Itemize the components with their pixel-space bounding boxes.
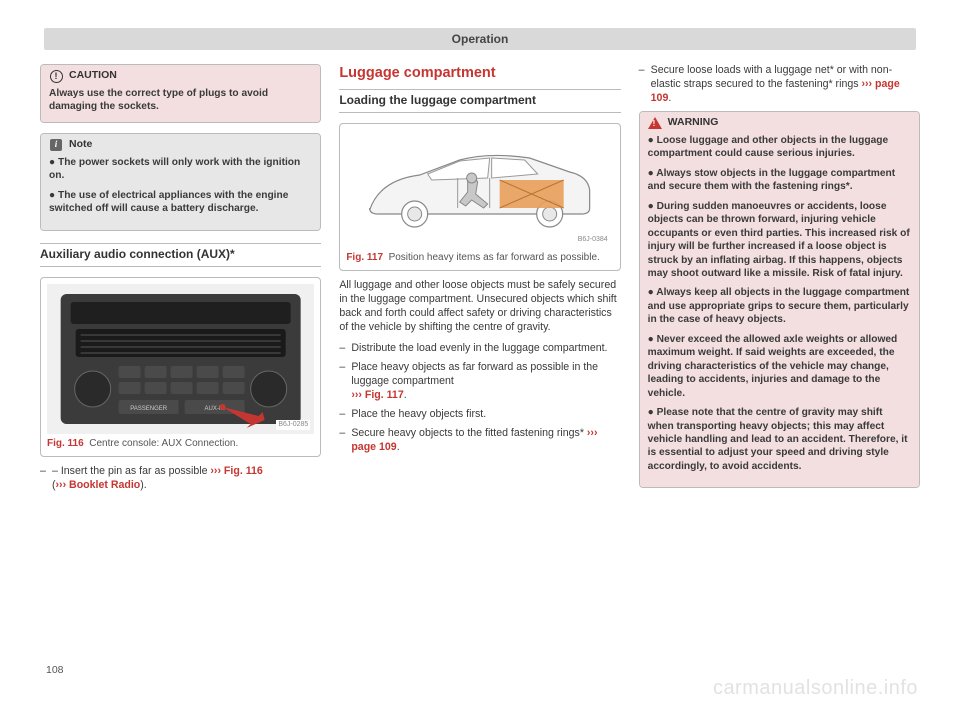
- figure-number: Fig. 116: [47, 438, 84, 449]
- figure-caption-text: Position heavy items as far forward as p…: [389, 252, 600, 263]
- svg-text:PASSENGER: PASSENGER: [130, 406, 168, 412]
- fig-link: ››› Fig. 117: [351, 389, 403, 401]
- warning-label: WARNING: [668, 116, 719, 130]
- dash: –: [639, 64, 651, 106]
- dash: –: [40, 465, 52, 493]
- header-title: Operation: [452, 32, 509, 46]
- aux-section-title: Auxiliary audio connection (AUX)*: [40, 243, 321, 267]
- note-header: i Note: [41, 134, 320, 156]
- info-icon: i: [49, 138, 63, 152]
- dash: –: [339, 361, 351, 403]
- text: ).: [140, 479, 146, 491]
- caution-box: ! CAUTION Always use the correct type of…: [40, 64, 321, 123]
- list-item: – Distribute the load evenly in the lugg…: [339, 342, 620, 356]
- column-3: – Secure loose loads with a luggage net*…: [639, 64, 920, 498]
- content-columns: ! CAUTION Always use the correct type of…: [40, 64, 920, 498]
- caution-icon: !: [49, 69, 63, 83]
- watermark: carmanualsonline.info: [713, 677, 918, 700]
- text: – Insert the pin as far as possible: [52, 465, 210, 477]
- caution-header: ! CAUTION: [41, 65, 320, 87]
- warning-body: ● Loose luggage and other objects in the…: [640, 134, 919, 487]
- warning-item: ● Please note that the centre of gravity…: [648, 406, 911, 473]
- column-1: ! CAUTION Always use the correct type of…: [40, 64, 321, 498]
- list-item: – Secure loose loads with a luggage net*…: [639, 64, 920, 106]
- note-item-text: The power sockets will only work with th…: [49, 157, 300, 181]
- text: .: [397, 441, 400, 453]
- dash: –: [339, 408, 351, 422]
- text: Secure heavy objects to the fitted faste…: [351, 427, 587, 439]
- warning-item: ● Loose luggage and other objects in the…: [648, 134, 911, 161]
- radio-illustration: PASSENGER AUX-IN: [47, 284, 314, 434]
- list-item: – Place heavy objects as far forward as …: [339, 361, 620, 403]
- list-text: Secure loose loads with a luggage net* o…: [651, 64, 920, 106]
- figure-116-image: PASSENGER AUX-IN B6J-0285: [47, 284, 314, 434]
- text: .: [668, 92, 671, 104]
- text: Place heavy objects as far forward as po…: [351, 361, 598, 387]
- fig-link: ››› Fig. 116: [210, 465, 262, 477]
- warning-item: ● During sudden manoeuvres or accidents,…: [648, 200, 911, 281]
- warning-item: ● Always stow objects in the luggage com…: [648, 167, 911, 194]
- figure-116-tag: B6J-0285: [276, 420, 310, 429]
- list-text: Secure heavy objects to the fitted faste…: [351, 427, 620, 455]
- column-2: Luggage compartment Loading the luggage …: [339, 64, 620, 498]
- warning-icon: [648, 116, 662, 130]
- warning-item-text: Please note that the centre of gravity m…: [648, 407, 908, 472]
- warning-item: ● Always keep all objects in the luggage…: [648, 286, 911, 326]
- figure-caption-text: Centre console: AUX Connection.: [89, 438, 238, 449]
- note-label: Note: [69, 138, 92, 152]
- list-item: – Place the heavy objects first.: [339, 408, 620, 422]
- list-text: – Insert the pin as far as possible ››› …: [52, 465, 321, 493]
- luggage-title: Luggage compartment: [339, 64, 620, 83]
- figure-number: Fig. 117: [346, 252, 383, 263]
- paragraph: All luggage and other loose objects must…: [339, 279, 620, 335]
- warning-item-text: Never exceed the allowed axle weights or…: [648, 334, 898, 399]
- booklet-link: ››› Booklet Radio: [56, 479, 141, 491]
- warning-header: WARNING: [640, 112, 919, 134]
- text: Secure loose loads with a luggage net* o…: [651, 64, 892, 90]
- figure-117-tag: B6J-0384: [576, 235, 610, 244]
- loading-subtitle: Loading the luggage compartment: [339, 89, 620, 113]
- text: .: [404, 389, 407, 401]
- dash: –: [339, 342, 351, 356]
- figure-117: B6J-0384 Fig. 117 Position heavy items a…: [339, 123, 620, 272]
- page: Operation ! CAUTION Always use the corre…: [0, 0, 960, 708]
- page-number: 108: [46, 664, 64, 676]
- list-item: – – Insert the pin as far as possible ››…: [40, 465, 321, 493]
- car-illustration: [346, 130, 613, 248]
- note-item-text: The use of electrical appliances with th…: [49, 190, 288, 214]
- figure-117-caption: Fig. 117 Position heavy items as far for…: [346, 248, 613, 265]
- note-item: ● The use of electrical appliances with …: [49, 189, 312, 216]
- note-item: ● The power sockets will only work with …: [49, 156, 312, 183]
- page-header: Operation: [44, 28, 916, 50]
- list-text: Place the heavy objects first.: [351, 408, 620, 422]
- caution-label: CAUTION: [69, 69, 117, 83]
- list-text: Place heavy objects as far forward as po…: [351, 361, 620, 403]
- figure-116: PASSENGER AUX-IN B6J-0285 Fig. 116 Centr…: [40, 277, 321, 458]
- warning-item-text: During sudden manoeuvres or accidents, l…: [648, 201, 910, 279]
- list-item: – Secure heavy objects to the fitted fas…: [339, 427, 620, 455]
- figure-116-caption: Fig. 116 Centre console: AUX Connection.: [47, 434, 314, 451]
- warning-item-text: Always keep all objects in the luggage c…: [648, 287, 910, 325]
- warning-item-text: Always stow objects in the luggage compa…: [648, 168, 896, 192]
- figure-117-image: B6J-0384: [346, 130, 613, 248]
- warning-item-text: Loose luggage and other objects in the l…: [648, 135, 889, 159]
- caution-body: Always use the correct type of plugs to …: [41, 87, 320, 122]
- warning-item: ● Never exceed the allowed axle weights …: [648, 333, 911, 400]
- list-text: Distribute the load evenly in the luggag…: [351, 342, 620, 356]
- note-box: i Note ● The power sockets will only wor…: [40, 133, 321, 231]
- warning-box: WARNING ● Loose luggage and other object…: [639, 111, 920, 488]
- note-body: ● The power sockets will only work with …: [41, 156, 320, 230]
- dash: –: [339, 427, 351, 455]
